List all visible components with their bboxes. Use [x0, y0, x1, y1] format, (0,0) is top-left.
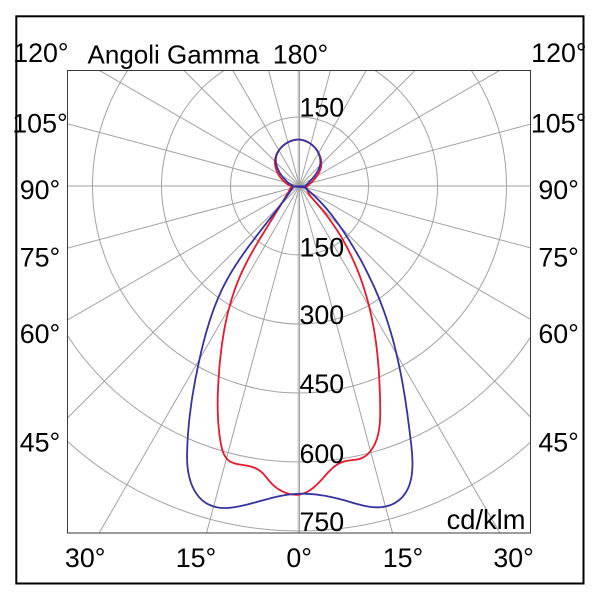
svg-text:15°: 15° [383, 543, 424, 573]
svg-text:150: 150 [300, 233, 345, 263]
svg-text:90°: 90° [20, 175, 61, 205]
svg-text:60°: 60° [20, 319, 61, 349]
svg-text:105°: 105° [12, 109, 67, 139]
svg-text:750: 750 [300, 507, 345, 537]
svg-text:180°: 180° [273, 40, 328, 70]
svg-text:Angoli Gamma: Angoli Gamma [88, 40, 260, 70]
svg-text:90°: 90° [538, 175, 579, 205]
svg-text:450: 450 [300, 369, 345, 399]
svg-text:75°: 75° [538, 243, 579, 273]
svg-text:75°: 75° [20, 243, 61, 273]
svg-text:45°: 45° [20, 428, 61, 458]
svg-text:0°: 0° [286, 543, 312, 573]
svg-text:60°: 60° [538, 319, 579, 349]
svg-text:300: 300 [300, 300, 345, 330]
svg-text:45°: 45° [538, 428, 579, 458]
svg-text:120°: 120° [13, 38, 68, 68]
svg-text:105°: 105° [531, 109, 586, 139]
svg-text:cd/klm: cd/klm [447, 504, 526, 535]
svg-text:120°: 120° [531, 38, 586, 68]
svg-text:150: 150 [300, 93, 345, 123]
svg-text:600: 600 [300, 439, 345, 469]
svg-text:15°: 15° [176, 543, 217, 573]
svg-text:30°: 30° [65, 543, 106, 573]
svg-text:30°: 30° [493, 543, 534, 573]
